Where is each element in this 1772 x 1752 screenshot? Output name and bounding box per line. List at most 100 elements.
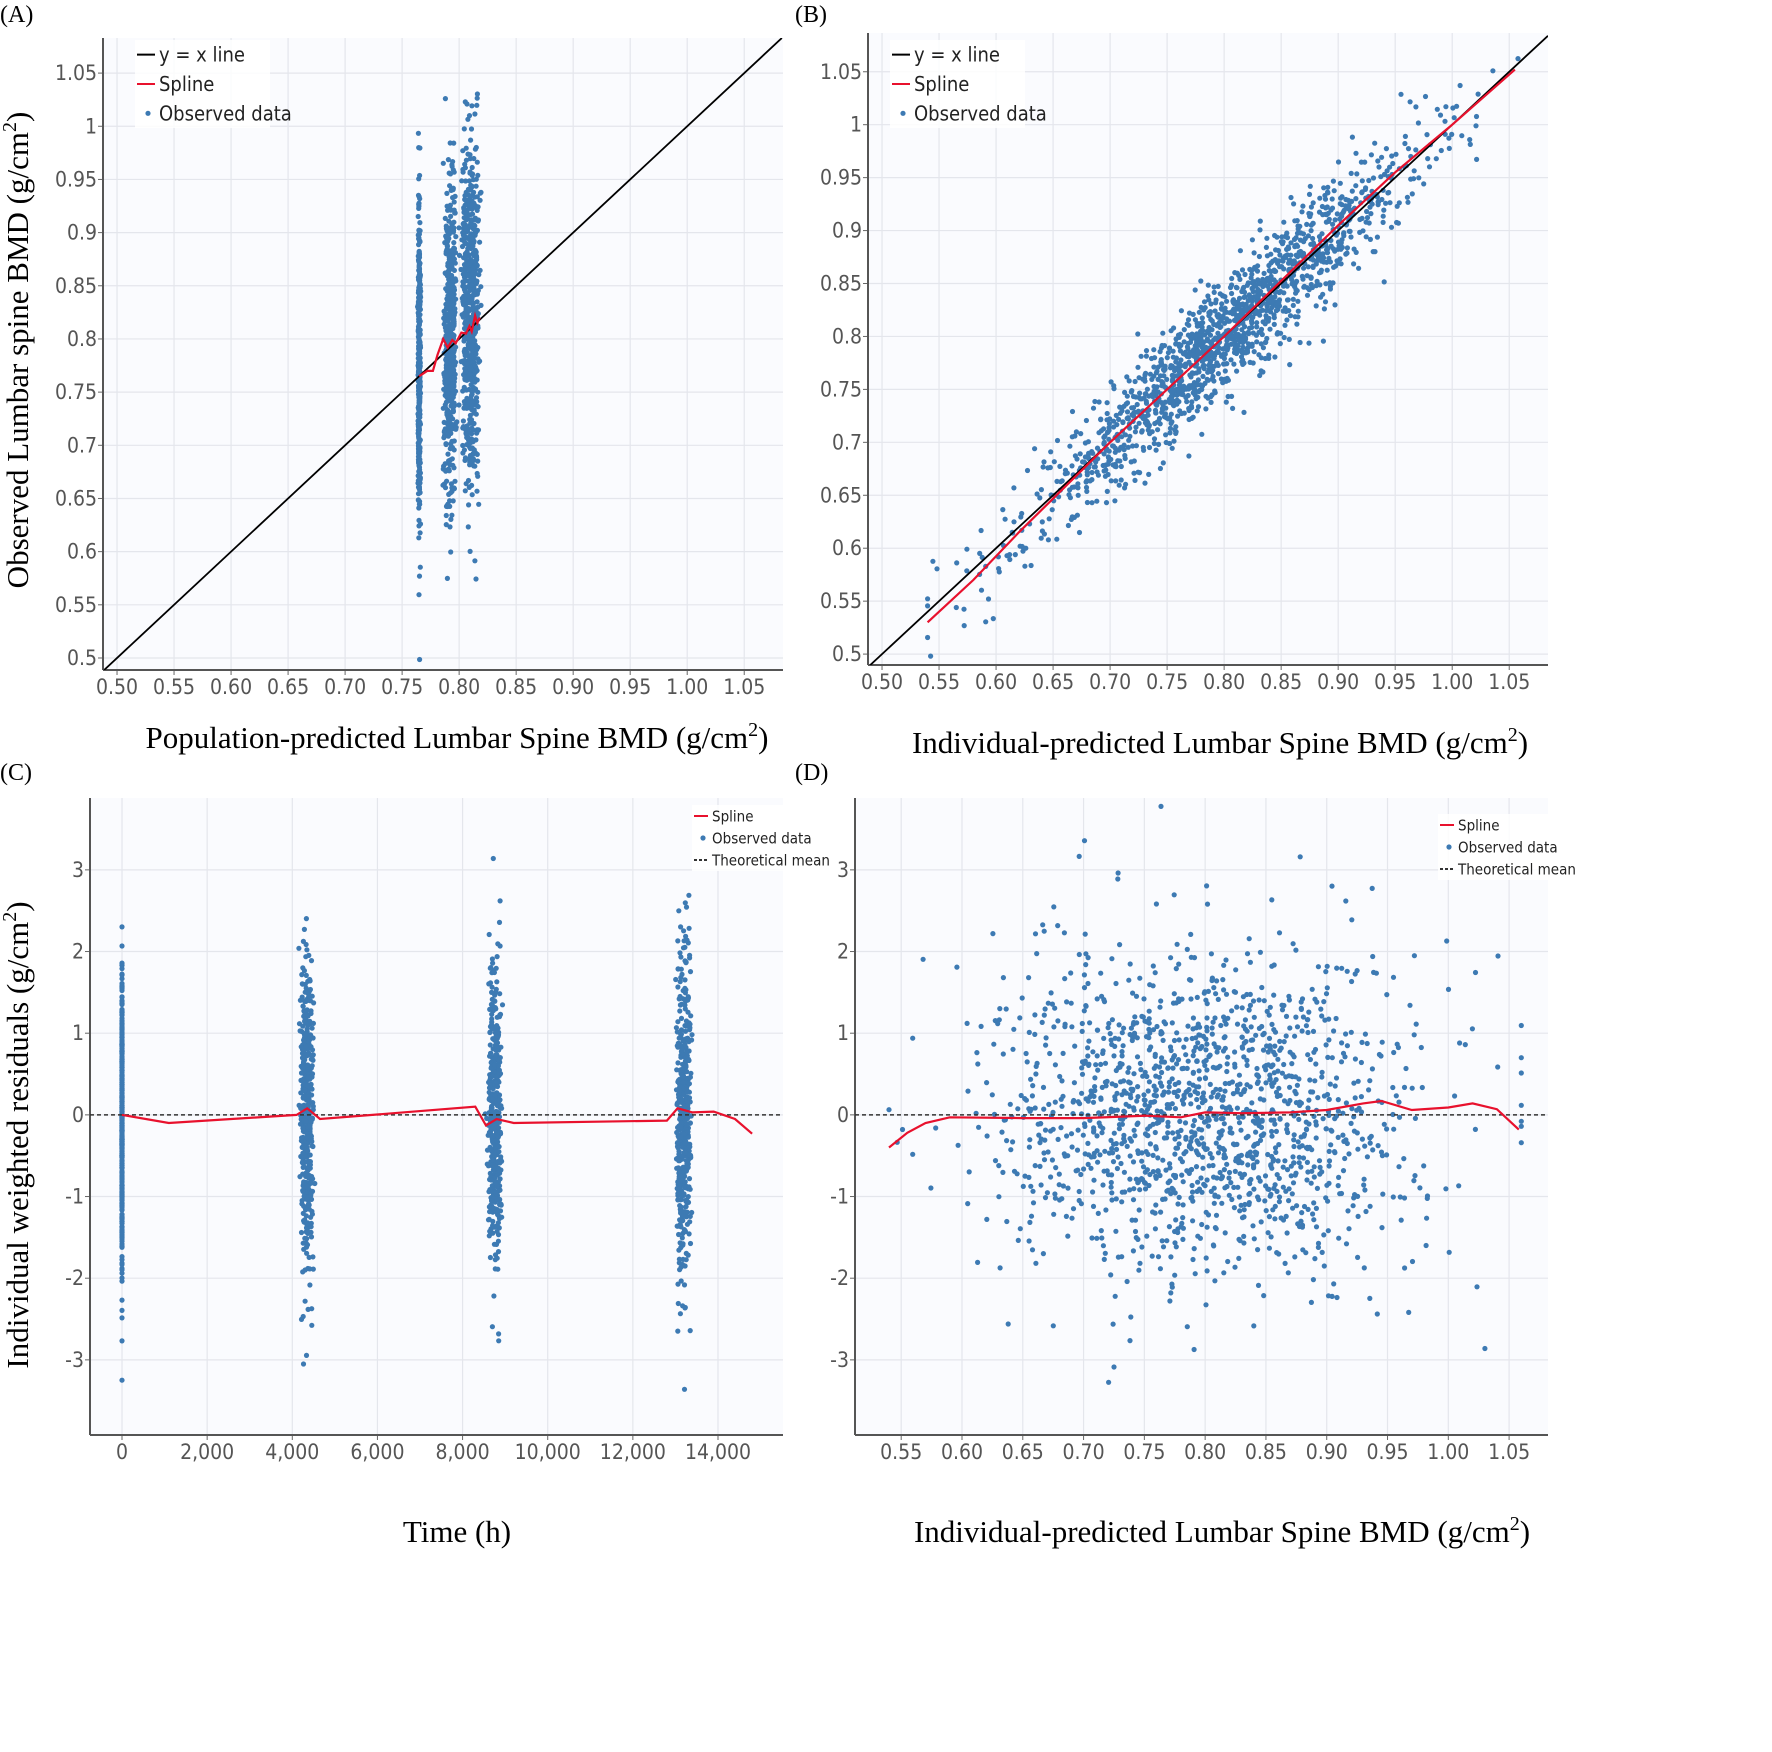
data-point — [1137, 390, 1143, 396]
data-point — [302, 1019, 308, 1025]
legend-point-icon — [145, 110, 151, 116]
data-point — [298, 1316, 305, 1322]
data-point — [1002, 516, 1008, 522]
x-tick-label: 1.05 — [1488, 670, 1530, 694]
data-point — [456, 402, 462, 408]
panel-label: (A) — [0, 2, 33, 28]
data-point — [1358, 159, 1364, 165]
data-point — [304, 1250, 310, 1256]
data-point — [473, 205, 479, 211]
data-point — [466, 386, 472, 392]
data-point — [1168, 394, 1174, 400]
data-point — [301, 968, 307, 974]
data-point — [443, 441, 449, 448]
data-point — [685, 1199, 692, 1205]
data-point — [1051, 459, 1057, 465]
data-point — [487, 1209, 493, 1215]
data-point — [489, 1016, 495, 1022]
data-point — [1264, 253, 1270, 259]
data-point — [1467, 141, 1473, 147]
data-point — [1249, 298, 1255, 304]
data-point — [1024, 467, 1031, 474]
data-point — [1143, 353, 1149, 359]
data-point — [1313, 303, 1319, 309]
data-point — [953, 604, 959, 611]
data-point — [1313, 283, 1319, 289]
data-point — [1211, 378, 1217, 384]
data-point — [1159, 406, 1165, 412]
data-point — [468, 439, 474, 445]
data-point — [477, 197, 483, 203]
data-point — [1261, 270, 1267, 276]
data-point — [1281, 334, 1287, 341]
data-point — [494, 1207, 500, 1213]
data-point — [446, 419, 453, 425]
data-point — [964, 546, 970, 552]
data-point — [1168, 420, 1174, 426]
data-point — [1124, 374, 1130, 380]
data-point — [119, 943, 125, 949]
data-point — [1321, 255, 1327, 261]
data-point — [443, 249, 449, 255]
data-point — [308, 1180, 314, 1186]
data-point — [443, 328, 449, 334]
x-tick-label: 14,000 — [685, 1440, 751, 1464]
data-point — [300, 938, 306, 945]
data-point — [1101, 468, 1107, 474]
data-point — [469, 343, 475, 349]
data-point — [1184, 399, 1190, 405]
data-point — [469, 482, 475, 488]
data-point — [1425, 156, 1431, 162]
data-point — [473, 281, 479, 287]
data-point — [1170, 354, 1176, 360]
data-point — [303, 985, 309, 991]
data-point — [1132, 429, 1138, 435]
data-point — [1220, 379, 1226, 385]
data-point — [1287, 257, 1293, 263]
data-point — [1102, 433, 1108, 439]
data-point — [466, 178, 473, 184]
data-point — [454, 419, 460, 425]
data-point — [1459, 133, 1465, 139]
data-point — [1282, 322, 1288, 328]
data-point — [119, 1377, 125, 1383]
data-point — [462, 202, 468, 208]
data-point — [1242, 294, 1248, 300]
data-point — [1454, 103, 1460, 109]
data-point — [1269, 305, 1275, 311]
data-point — [1108, 478, 1114, 484]
data-point — [449, 247, 455, 253]
x-tick-label: 0.95 — [609, 675, 651, 699]
data-point — [1237, 348, 1243, 354]
data-point — [1161, 367, 1167, 373]
data-point — [471, 155, 477, 162]
data-point — [1143, 348, 1150, 354]
data-point — [309, 1211, 315, 1217]
y-tick-label: 2 — [72, 940, 84, 964]
x-axis-title: Individual-predicted Lumbar Spine BMD (g… — [912, 724, 1528, 760]
data-point — [416, 227, 422, 233]
data-point — [1157, 465, 1163, 472]
data-point — [487, 1254, 493, 1261]
data-point — [310, 1266, 316, 1272]
data-point — [1273, 247, 1279, 253]
data-point — [472, 369, 478, 375]
data-point — [119, 1083, 125, 1089]
data-point — [473, 351, 479, 357]
data-point — [684, 1069, 690, 1075]
data-point — [469, 492, 475, 498]
data-point — [447, 226, 453, 232]
data-point — [119, 1267, 125, 1273]
data-point — [1207, 364, 1213, 370]
data-point — [307, 1282, 313, 1288]
data-point — [1249, 280, 1255, 286]
data-point — [1457, 82, 1463, 89]
data-point — [1135, 408, 1141, 414]
y-tick-label: 1 — [850, 113, 862, 137]
data-point — [488, 1074, 494, 1080]
data-point — [1214, 312, 1220, 319]
data-point — [445, 352, 451, 358]
data-point — [460, 148, 466, 154]
data-point — [303, 1118, 309, 1124]
data-point — [1241, 409, 1247, 415]
